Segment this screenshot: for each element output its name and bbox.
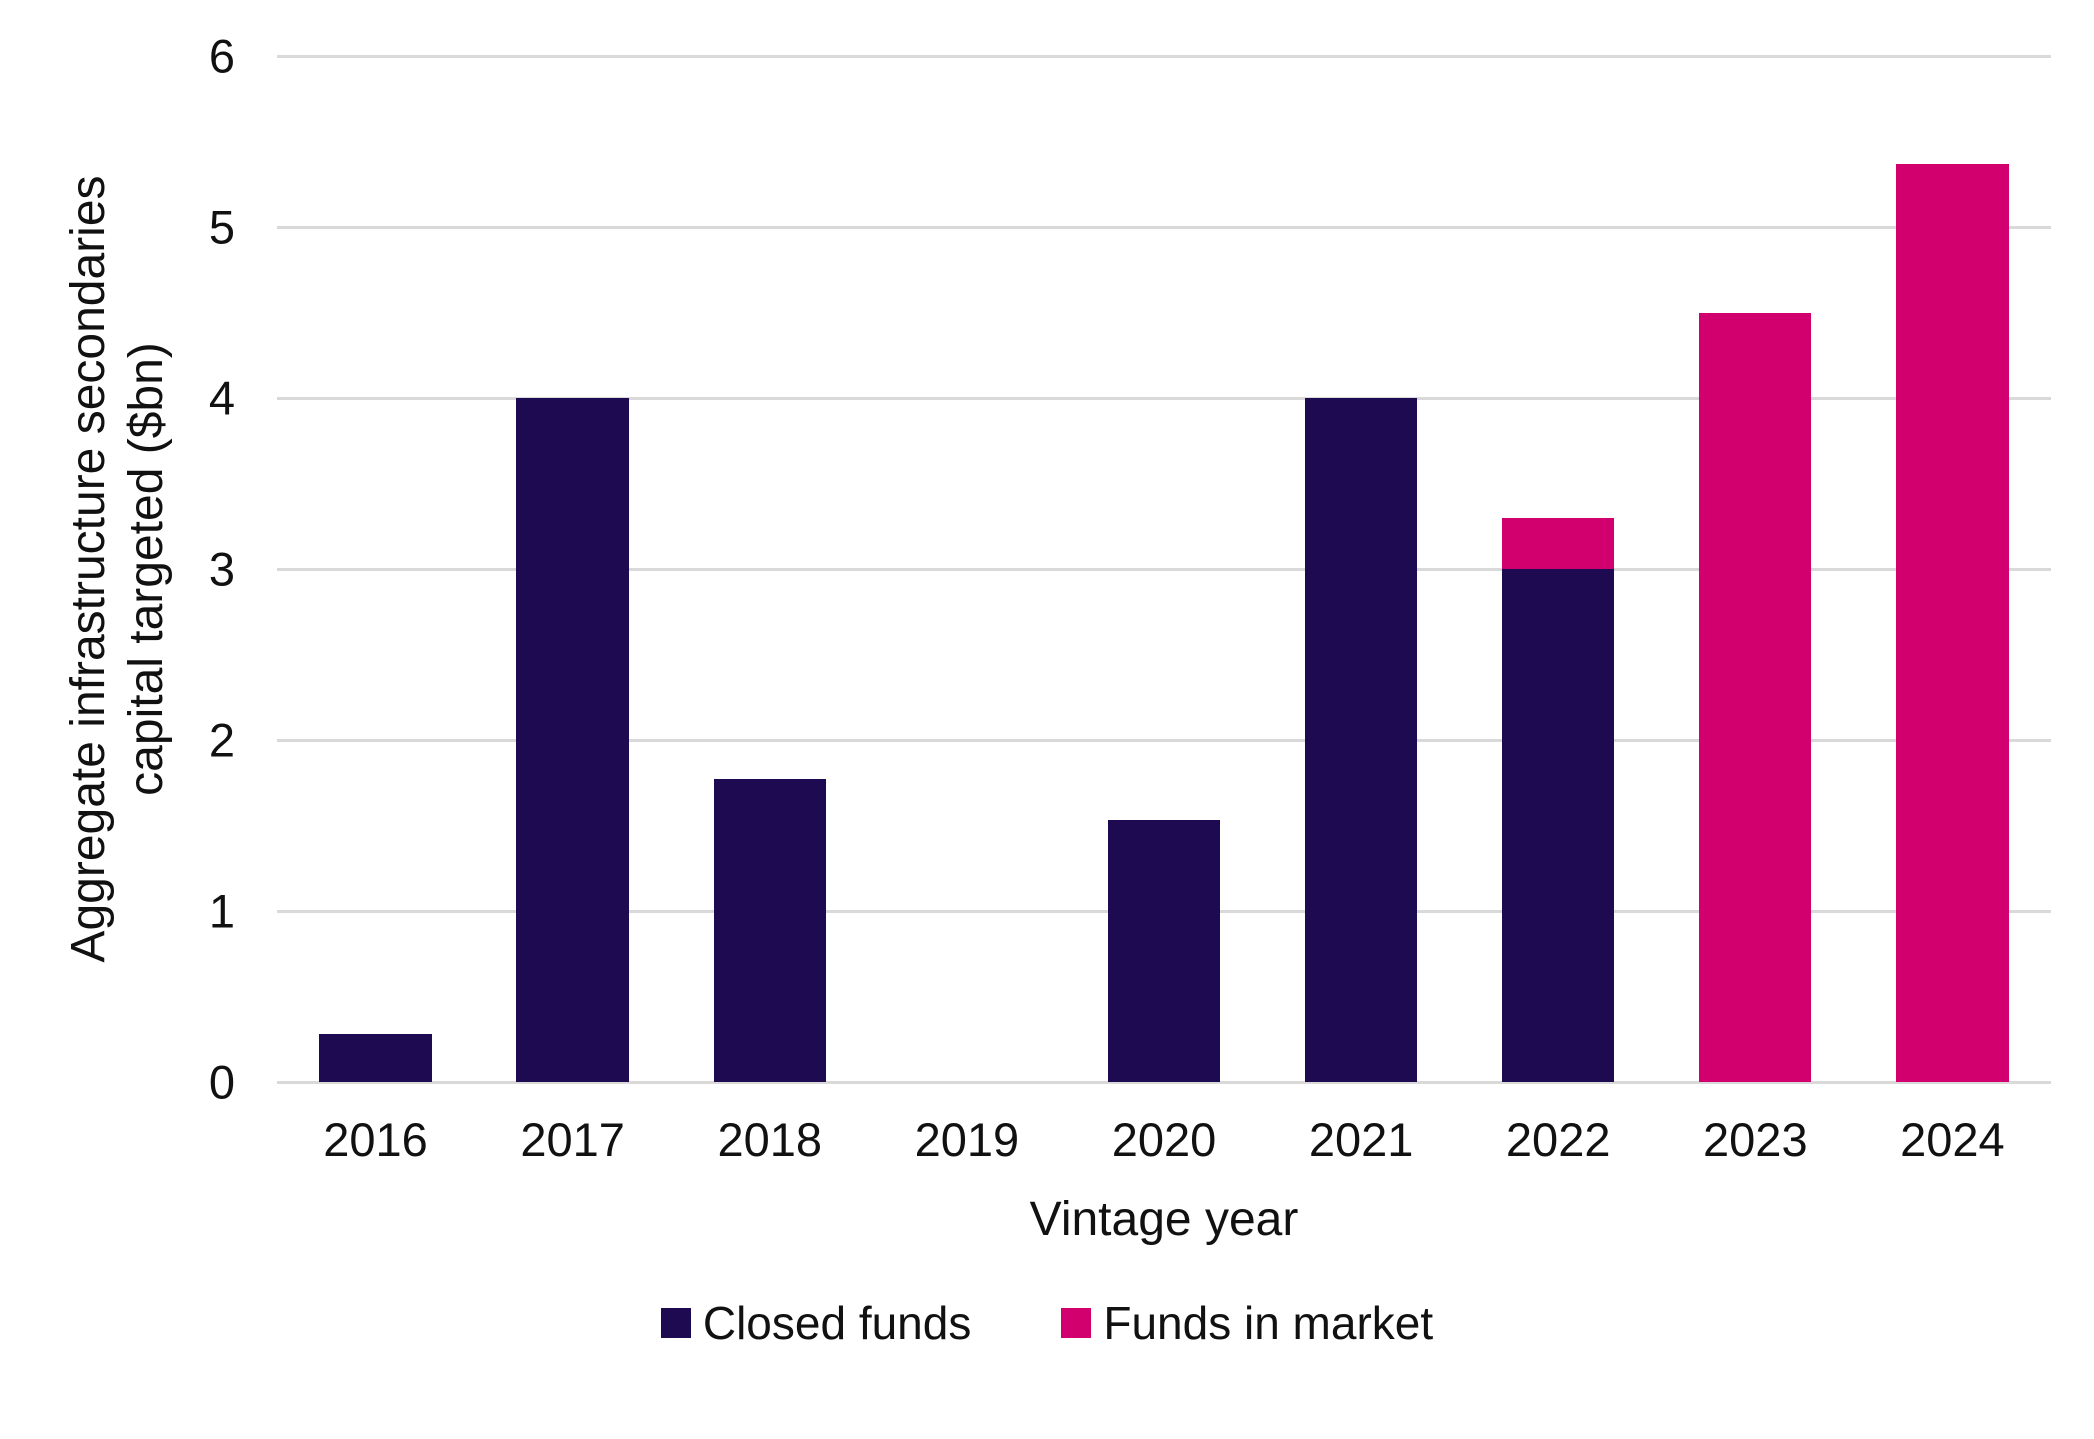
gridline-y-5 <box>277 225 2051 229</box>
y-tick-label-5: 5 <box>208 200 235 254</box>
legend-swatch-closed-funds <box>660 1308 691 1338</box>
bar-segment-2016-closed-funds <box>319 1034 432 1082</box>
x-tick-label-2020: 2020 <box>1111 1113 1217 1166</box>
bar-segment-2021-closed-funds <box>1304 398 1418 1082</box>
y-tick-label-0: 0 <box>208 1055 235 1109</box>
x-tick-label-2019: 2019 <box>914 1113 1020 1166</box>
y-axis-title-line-1: Aggregate infrastructure secondaries <box>62 175 115 963</box>
y-tick-label-2: 2 <box>208 713 235 767</box>
bar-2017 <box>516 398 629 1082</box>
y-tick-label-4: 4 <box>208 371 235 425</box>
legend-swatch-funds-in-market <box>1061 1308 1092 1338</box>
bar-segment-2022-closed-funds <box>1502 569 1615 1082</box>
bar-slot-2022 <box>1460 56 1657 1082</box>
bar-segment-2018-closed-funds <box>713 779 826 1082</box>
gridline-y-2 <box>277 738 2051 742</box>
x-tick-label-2018: 2018 <box>717 1113 823 1166</box>
x-tick-label-2021: 2021 <box>1308 1113 1414 1166</box>
bar-slot-2018 <box>671 56 868 1082</box>
bar-segment-2024-funds-in-market <box>1896 163 2009 1082</box>
bar-segment-2017-closed-funds <box>516 398 629 1082</box>
legend-item-funds-in-market: Funds in market <box>1061 1296 1433 1350</box>
bar-segment-2020-closed-funds <box>1107 820 1221 1082</box>
bar-2024 <box>1896 163 2009 1082</box>
legend: Closed funds Funds in market <box>0 1296 2094 1350</box>
bar-slot-2020 <box>1065 56 1262 1082</box>
y-tick-label-6: 6 <box>208 29 235 83</box>
bar-slot-2024 <box>1854 56 2051 1082</box>
x-tick-label-2022: 2022 <box>1505 1113 1611 1166</box>
bar-2016 <box>319 1034 432 1082</box>
bar-slot-2019 <box>868 56 1065 1082</box>
legend-item-closed-funds: Closed funds <box>660 1296 972 1350</box>
bar-segment-2023-funds-in-market <box>1699 312 1812 1082</box>
gridline-y-3 <box>277 567 2051 571</box>
bar-2023 <box>1699 312 1812 1082</box>
x-tick-label-2017: 2017 <box>520 1113 625 1166</box>
legend-label-closed-funds: Closed funds <box>702 1297 972 1349</box>
bars <box>277 56 2051 1082</box>
y-tick-label-3: 3 <box>208 542 235 596</box>
legend-label-funds-in-market: Funds in market <box>1103 1297 1434 1349</box>
x-tick-label-2023: 2023 <box>1703 1113 1808 1166</box>
bar-slot-2023 <box>1657 56 1854 1082</box>
y-axis-ticks: 0 1 2 3 4 5 6 <box>130 30 235 1109</box>
bar-slot-2017 <box>474 56 671 1082</box>
x-tick-label-2016: 2016 <box>323 1113 428 1166</box>
x-axis-title: Vintage year <box>1029 1193 1299 1246</box>
gridline-y-6 <box>277 54 2051 58</box>
x-axis-tick-labels: 2016 2017 2018 2019 2020 2021 2022 2023 2024 <box>277 1112 2051 1167</box>
gridline-y-0 <box>277 1080 2051 1084</box>
gridline-y-4 <box>277 396 2051 400</box>
bar-slot-2016 <box>277 56 474 1082</box>
bar-2018 <box>713 779 826 1082</box>
x-tick-label-2024: 2024 <box>1900 1113 2005 1166</box>
bar-2022 <box>1502 517 1615 1082</box>
plot-area <box>277 54 2051 1084</box>
bar-2021 <box>1304 398 1418 1082</box>
y-tick-label-1: 1 <box>208 884 235 938</box>
bar-2020 <box>1107 820 1221 1082</box>
bar-segment-2022-funds-in-market <box>1502 517 1615 569</box>
bar-slot-2021 <box>1263 56 1460 1082</box>
